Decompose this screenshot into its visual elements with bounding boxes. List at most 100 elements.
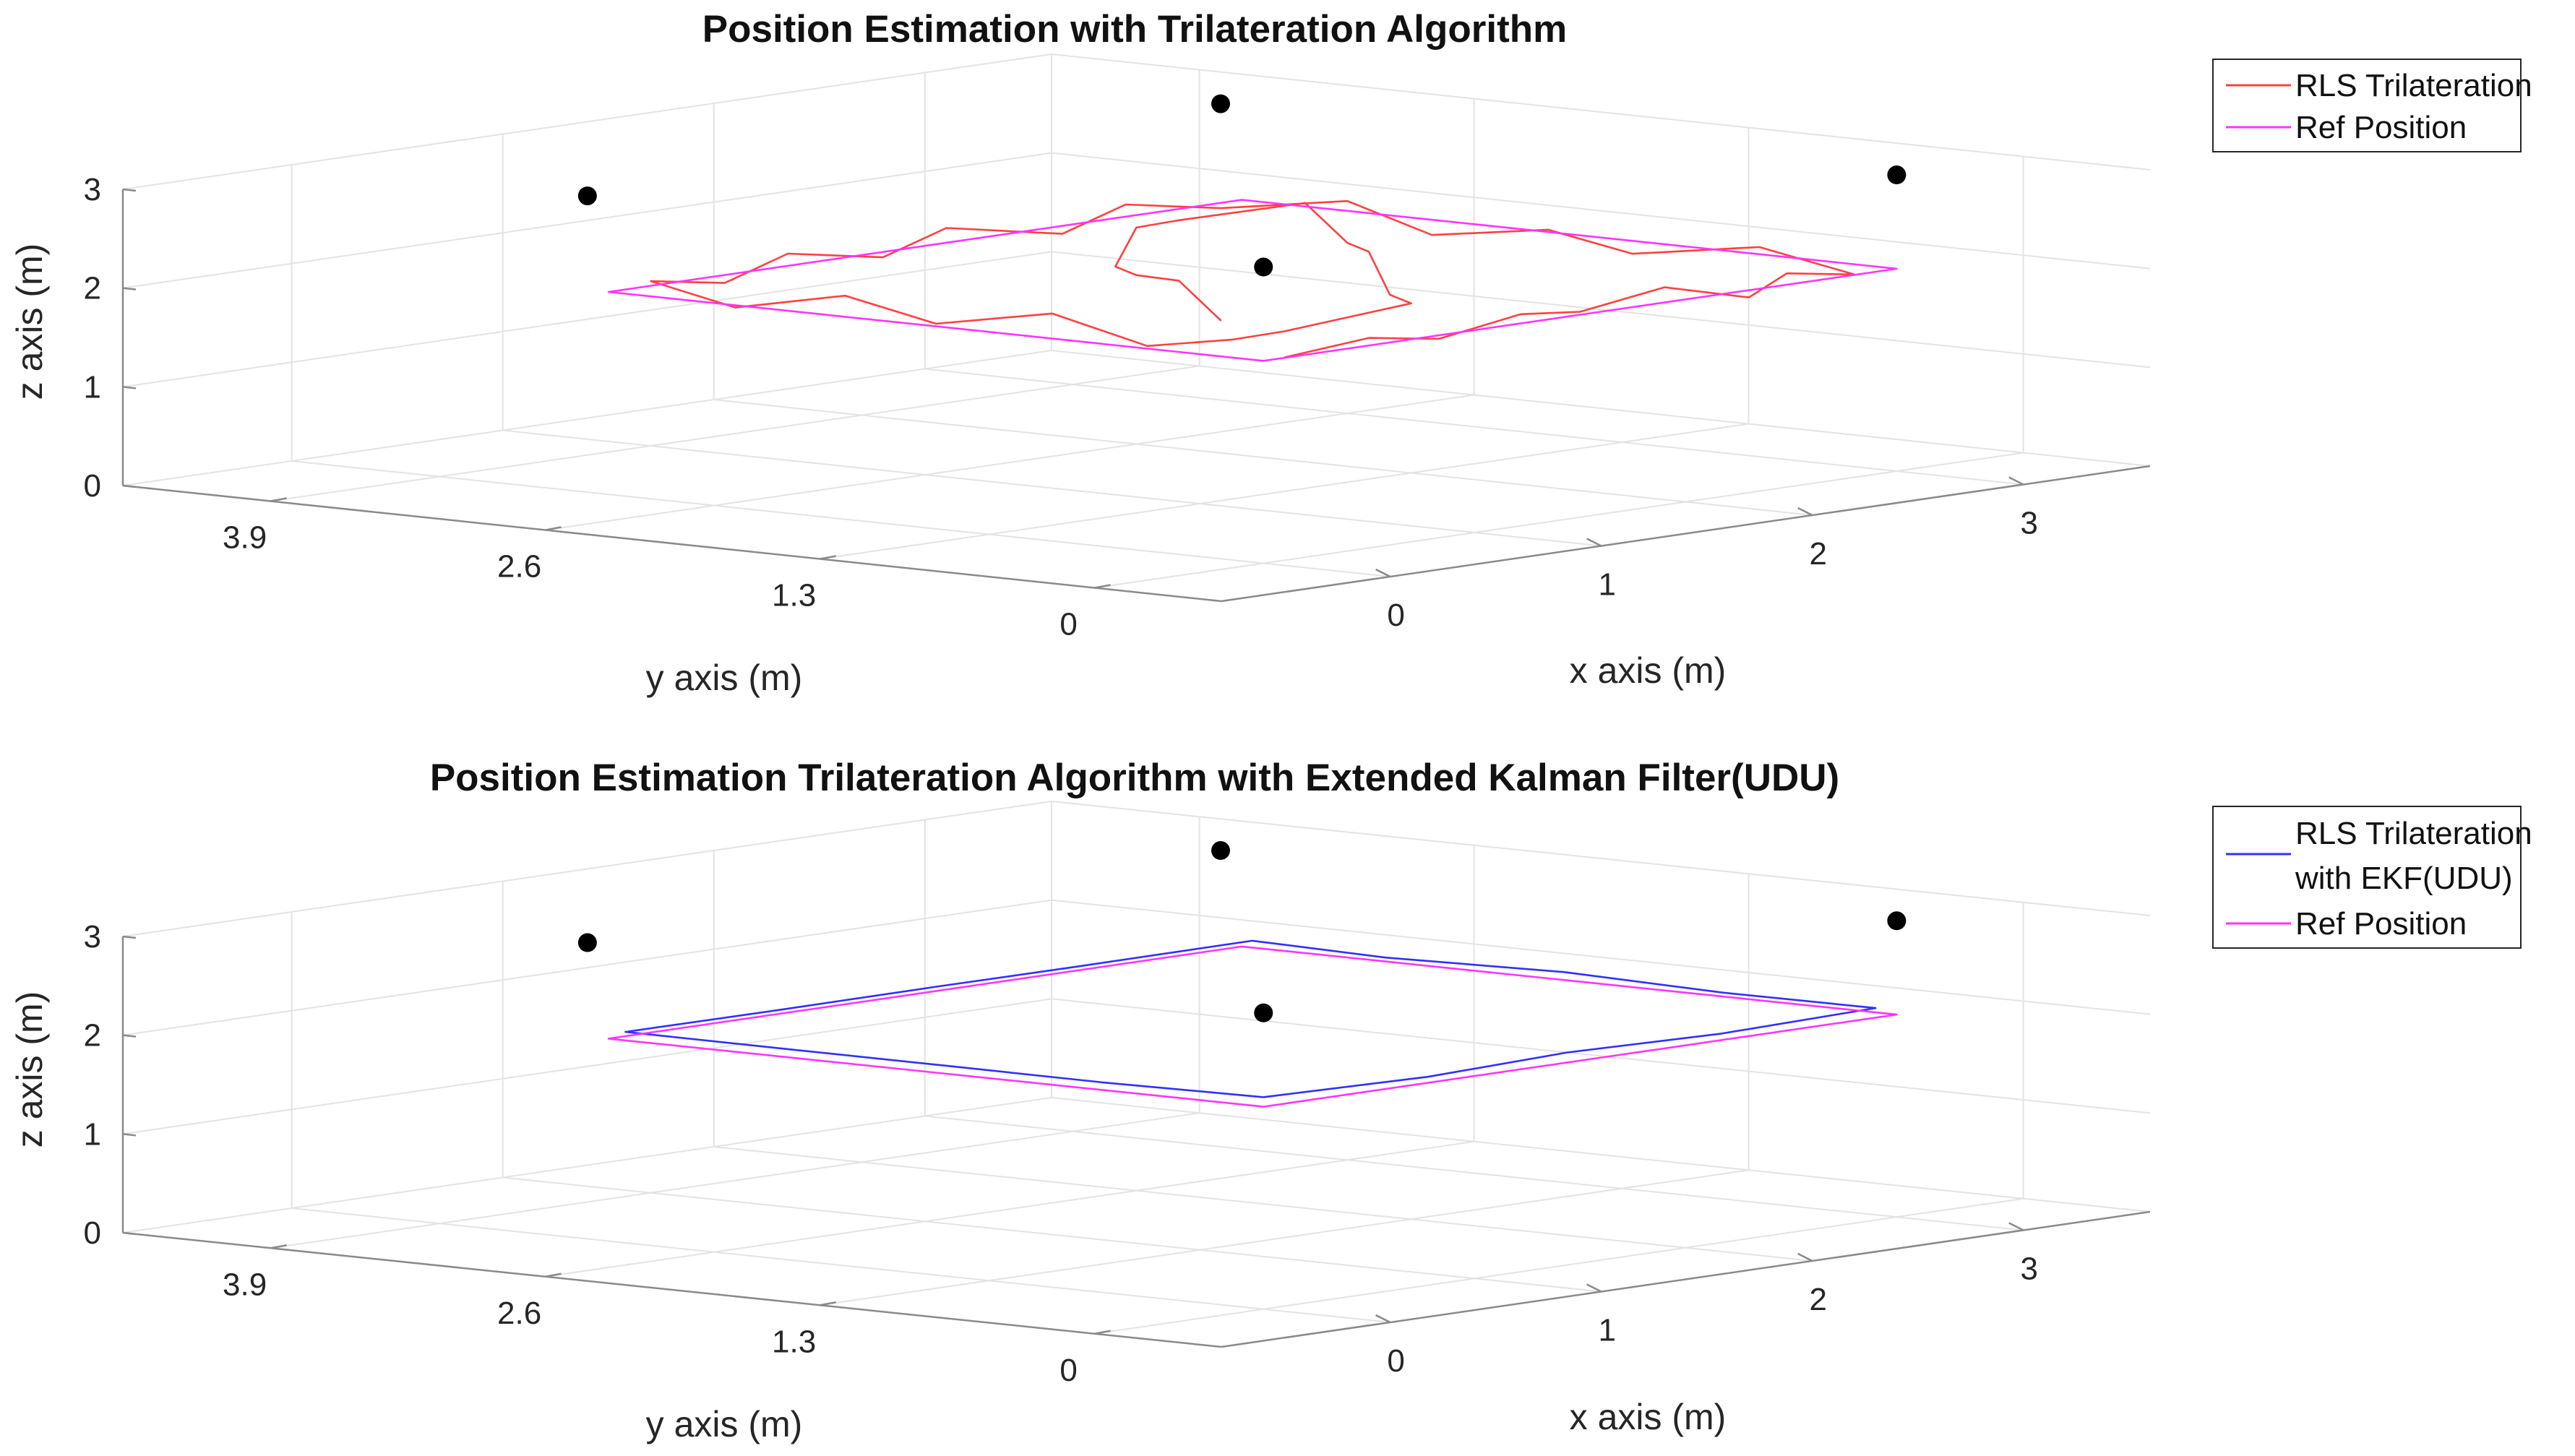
z-tick-label: 0	[84, 468, 101, 504]
x-tick-mark	[1586, 1283, 1602, 1293]
z-axis-label-bottom: z axis (m)	[9, 991, 50, 1148]
anchor-point	[1887, 911, 1906, 931]
y-tick-label: 0	[1059, 1353, 1077, 1388]
legend-box-top	[2212, 59, 2522, 152]
z-tick-label: 1	[84, 369, 101, 405]
x-ticks-bottom: 0 1 2 3	[1375, 1222, 2038, 1379]
grid-floor-y-line	[545, 1140, 1474, 1278]
y-tick-mark	[270, 497, 287, 502]
grid-floor-y-line	[1094, 452, 2024, 589]
z-tick-mark	[122, 484, 137, 488]
grid-backwall-z-line	[122, 152, 1052, 289]
grid-sidewall-z-line	[1051, 1097, 2151, 1212]
x-tick-label: 0	[1387, 1343, 1404, 1379]
x-tick-mark	[1375, 568, 1391, 578]
y-axis-label-bottom: y axis (m)	[646, 1404, 803, 1444]
legend-bottom: RLS Trilateration with EKF(UDU) Ref Posi…	[2212, 806, 2532, 949]
x-axis-line	[1221, 465, 2151, 603]
anchor-point	[577, 186, 597, 206]
grid-floor-y-line	[270, 365, 1200, 502]
x-tick-label: 1	[1598, 567, 1615, 603]
grid-floor-x-line	[924, 1115, 2024, 1231]
x-tick-label: 0	[1387, 598, 1404, 633]
anchor-point	[577, 933, 597, 952]
x-axis-label-top: x axis (m)	[1570, 650, 1727, 691]
x-tick-label: 2	[1809, 1282, 1826, 1317]
y-tick-mark	[1094, 1330, 1111, 1335]
subplot-top: Position Estimation with Trilateration A…	[9, 8, 2532, 698]
grid-sidewall-z-line	[1051, 251, 2151, 369]
legend-label-ref-top: Ref Position	[2295, 110, 2467, 145]
anchors-top	[577, 94, 1906, 277]
x-tick-mark	[2008, 476, 2024, 486]
x-tick-label: 2	[1809, 536, 1826, 572]
grid-sidewall-z-line	[1051, 152, 2151, 270]
grid-backwall-z-line	[122, 350, 1052, 486]
anchor-point	[1254, 1003, 1273, 1022]
series-line-estimate	[624, 939, 1877, 1098]
z-tick-label: 0	[84, 1215, 101, 1251]
grid-floor-x-line	[924, 368, 2024, 486]
grid-backwall-z-line	[122, 899, 1052, 1036]
grid-floor-x-line	[502, 1176, 1602, 1293]
grid-floor-x-line	[502, 429, 1602, 547]
grid-floor-y-line	[545, 394, 1474, 531]
x-tick-mark	[1797, 1252, 1813, 1262]
grid-sidewall-z-line	[1051, 899, 2151, 1015]
x-ticks-top: 0 1 2 3	[1375, 476, 2038, 633]
anchor-point	[1887, 165, 1906, 185]
y-ticks-top: 3.9 2.6 1.3 0	[223, 497, 1111, 642]
x-tick-mark	[2008, 1222, 2024, 1231]
grid-backwall-z-line	[122, 251, 1052, 388]
x-tick-label: 1	[1598, 1313, 1615, 1348]
y-axis-label-top: y axis (m)	[646, 658, 803, 698]
y-tick-mark	[270, 1244, 287, 1249]
y-tick-mark	[1094, 584, 1111, 589]
y-tick-label: 2.6	[497, 549, 541, 585]
x-axis-line	[1221, 1210, 2151, 1348]
z-tick-mark	[122, 386, 137, 389]
y-tick-mark	[545, 1272, 562, 1278]
legend-label-ref-bottom: Ref Position	[2295, 906, 2467, 942]
series-line-reference	[607, 199, 1898, 362]
anchor-point	[1211, 841, 1231, 861]
z-ticks-top: 0 1 2 3	[84, 172, 137, 504]
grid-bottom	[121, 801, 2151, 1348]
grid-sidewall-z-line	[1051, 801, 2151, 916]
grid-sidewall-z-line	[1051, 53, 2151, 171]
grid-floor-x-line	[713, 399, 1813, 516]
y-tick-label: 3.9	[223, 1267, 267, 1302]
grid-floor-y-line	[820, 1169, 1749, 1306]
y-tick-label: 0	[1059, 607, 1077, 642]
x-tick-mark	[1797, 507, 1813, 517]
grid-floor-x-line	[713, 1146, 1813, 1262]
anchors-bottom	[577, 841, 1906, 1022]
legend-label-ekf-line1: RLS Trilateration	[2295, 816, 2532, 851]
grid-sidewall-z-line	[1051, 350, 2151, 467]
grid-floor-x-line	[291, 460, 1390, 577]
z-ticks-bottom: 0 1 2 3	[84, 919, 137, 1251]
anchor-point	[1254, 257, 1273, 277]
grid-top	[121, 53, 2151, 603]
grid-floor-y-line	[820, 423, 1749, 560]
series-line-reference	[607, 945, 1898, 1108]
z-tick-label: 3	[84, 919, 101, 955]
legend-label-rls: RLS Trilateration	[2295, 68, 2532, 103]
z-tick-mark	[122, 935, 137, 939]
z-tick-label: 2	[84, 1018, 101, 1054]
y-ticks-bottom: 3.9 2.6 1.3 0	[223, 1244, 1111, 1388]
z-axis-label-top: z axis (m)	[9, 244, 50, 400]
x-tick-label: 3	[2021, 506, 2038, 541]
grid-backwall-z-line	[122, 53, 1052, 190]
grid-floor-y-line	[270, 1112, 1200, 1249]
x-tick-label: 3	[2021, 1252, 2038, 1287]
series-top	[607, 199, 1898, 362]
z-tick-label: 1	[84, 1116, 101, 1152]
y-axis-line	[122, 1231, 1222, 1348]
y-tick-mark	[820, 1301, 836, 1306]
z-tick-label: 3	[84, 172, 101, 207]
subplot-bottom: Position Estimation Trilateration Algori…	[9, 757, 2532, 1444]
x-tick-mark	[1586, 538, 1602, 547]
y-tick-label: 1.3	[772, 1324, 816, 1359]
z-tick-mark	[122, 287, 137, 290]
